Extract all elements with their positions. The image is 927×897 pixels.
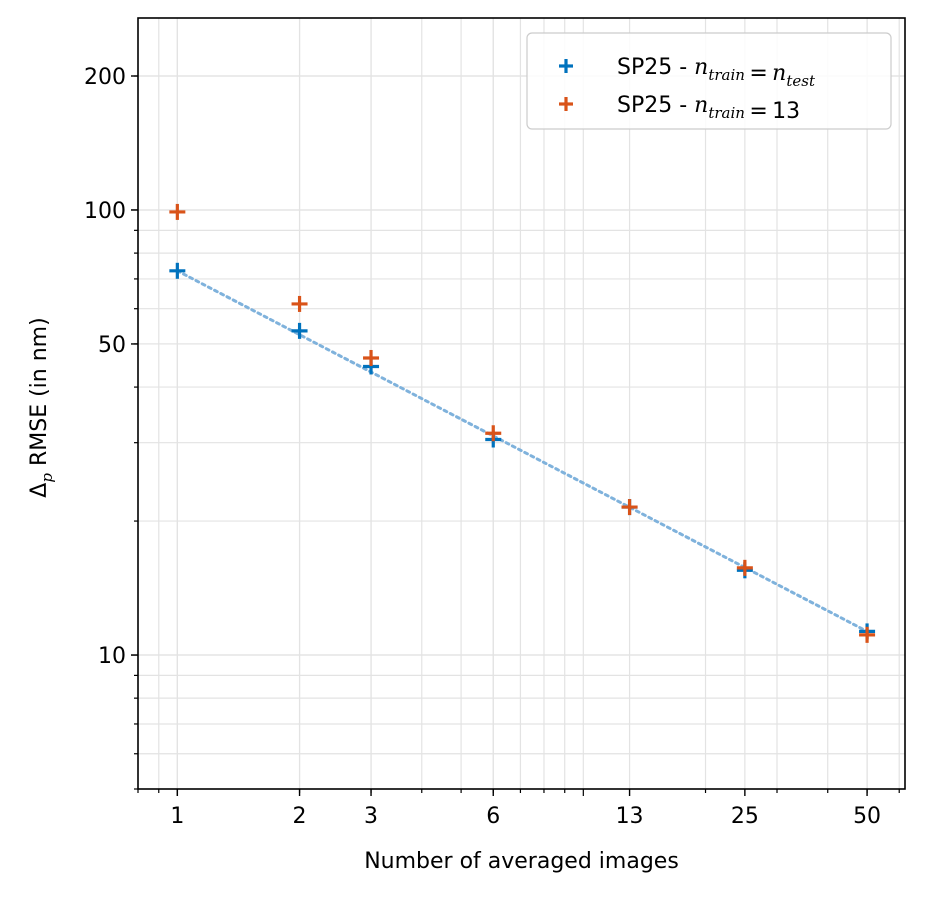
data-point-series-2 [485,425,502,442]
data-point-series-2 [859,626,876,643]
x-tick-label: 2 [293,804,307,829]
y-tick-label: 100 [84,199,126,224]
legend-label-series-1: SP25 - ntrain = ntest [617,55,816,90]
fit-line-layer [175,269,869,633]
data-point-series-1 [291,322,308,339]
x-tick-label: 13 [616,804,644,829]
data-points [169,203,876,643]
y-axis-label: Δp RMSE (in nm) [27,317,56,497]
y-tick-label: 50 [98,333,126,358]
plot-frame [137,17,906,790]
y-axis-label-symbol: Δ [27,483,52,498]
legend-math-variable: n [694,55,708,80]
legend-math-variable: n [694,93,708,118]
data-point-series-2 [291,295,308,312]
legend-math-variable: n [772,61,786,86]
legend-label-prefix: SP25 - [617,55,694,80]
x-tick-label: 6 [486,804,500,829]
legend-math-equals: = [745,61,772,86]
grid [137,18,905,790]
data-point-series-2 [363,349,380,366]
legend-math-subscript: train [708,66,745,84]
legend-label-prefix: SP25 - [617,93,694,118]
fit-line [175,269,869,633]
data-point-series-2 [621,499,638,516]
legend-math-number: 13 [772,99,800,124]
x-tick-label: 3 [364,804,378,829]
legend-math-equals: = [745,99,772,124]
x-axis-label: Number of averaged images [364,849,679,874]
legend-math-subscript: test [786,72,816,90]
x-tick-label: 1 [170,804,184,829]
x-tick-label: 50 [853,804,881,829]
y-axis-label-text: RMSE (in nm) [27,317,52,473]
y-tick-label: 200 [84,65,126,90]
x-tick-label: 25 [731,804,759,829]
legend-marker-series-2 [559,97,573,111]
legend-math-subscript: train [708,104,745,122]
legend-box [526,32,892,130]
data-point-series-1 [169,262,186,279]
y-tick-label: 10 [98,644,126,669]
legend-label-series-2: SP25 - ntrain = 13 [617,93,800,124]
axes: 1 2 3 6 13 25 50 10 50 100 200 [84,65,900,829]
data-point-series-2 [736,559,753,576]
legend-marker-series-1 [559,59,573,73]
y-axis-label-subscript: p [38,473,56,483]
data-point-series-2 [169,203,186,220]
